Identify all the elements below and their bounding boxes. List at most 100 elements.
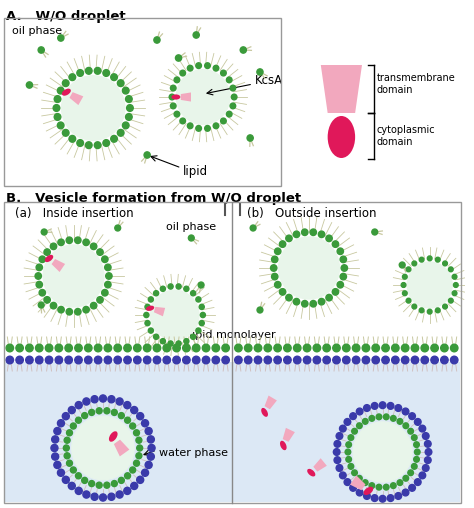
Circle shape (75, 417, 82, 423)
Circle shape (395, 405, 401, 411)
Circle shape (371, 495, 378, 501)
Circle shape (272, 256, 278, 263)
Circle shape (391, 416, 396, 421)
Circle shape (124, 344, 131, 352)
Circle shape (376, 484, 382, 490)
Circle shape (148, 444, 155, 452)
Circle shape (196, 125, 201, 131)
Circle shape (54, 96, 61, 103)
Ellipse shape (62, 88, 71, 96)
Polygon shape (52, 259, 65, 272)
Circle shape (100, 494, 107, 501)
Circle shape (180, 70, 185, 76)
Circle shape (250, 225, 256, 231)
Circle shape (154, 334, 159, 339)
Circle shape (27, 82, 33, 88)
Ellipse shape (172, 94, 180, 100)
Circle shape (176, 284, 181, 289)
Circle shape (220, 118, 226, 124)
Circle shape (202, 344, 210, 352)
Circle shape (145, 428, 152, 435)
Circle shape (173, 356, 180, 364)
Circle shape (421, 356, 428, 364)
Circle shape (153, 344, 161, 352)
Circle shape (57, 420, 64, 427)
Circle shape (222, 356, 229, 364)
Circle shape (69, 74, 76, 81)
Circle shape (448, 298, 453, 303)
Circle shape (428, 256, 432, 261)
Circle shape (401, 344, 409, 352)
Circle shape (104, 344, 112, 352)
Circle shape (431, 356, 438, 364)
Circle shape (69, 136, 76, 142)
Circle shape (174, 77, 180, 83)
Circle shape (54, 428, 61, 435)
Circle shape (421, 344, 428, 352)
Circle shape (89, 481, 95, 487)
Circle shape (182, 344, 190, 352)
Circle shape (199, 321, 204, 326)
Circle shape (96, 482, 102, 488)
Circle shape (352, 356, 360, 364)
Circle shape (337, 248, 344, 255)
Bar (4, 18, 281, 186)
Circle shape (127, 105, 133, 111)
Circle shape (104, 482, 110, 488)
Circle shape (66, 237, 73, 243)
Circle shape (54, 114, 61, 120)
Circle shape (134, 430, 139, 436)
Circle shape (227, 111, 232, 117)
Circle shape (75, 487, 82, 494)
Circle shape (406, 267, 411, 272)
Circle shape (130, 467, 136, 473)
Polygon shape (350, 475, 365, 490)
Circle shape (51, 444, 58, 452)
Circle shape (91, 396, 98, 403)
Circle shape (54, 461, 61, 468)
Circle shape (379, 495, 386, 502)
Circle shape (6, 344, 14, 352)
Circle shape (310, 301, 317, 307)
Circle shape (38, 47, 44, 53)
Polygon shape (321, 65, 362, 113)
Circle shape (116, 398, 123, 405)
Circle shape (343, 356, 350, 364)
Ellipse shape (307, 469, 315, 477)
Circle shape (126, 114, 132, 120)
Circle shape (443, 261, 447, 266)
Circle shape (125, 417, 130, 423)
Circle shape (145, 321, 150, 326)
Circle shape (131, 406, 138, 414)
Circle shape (184, 286, 189, 292)
Circle shape (402, 274, 407, 279)
Circle shape (340, 273, 346, 280)
Circle shape (452, 291, 457, 296)
Circle shape (26, 356, 33, 364)
Circle shape (150, 290, 199, 340)
Circle shape (116, 491, 123, 498)
Circle shape (235, 356, 242, 364)
Circle shape (58, 35, 64, 41)
Circle shape (362, 356, 370, 364)
Circle shape (94, 142, 101, 148)
Circle shape (192, 356, 200, 364)
Circle shape (82, 412, 88, 419)
Circle shape (106, 273, 112, 279)
Ellipse shape (261, 408, 268, 417)
Circle shape (323, 344, 330, 352)
Polygon shape (313, 458, 327, 471)
Polygon shape (70, 92, 83, 105)
Circle shape (64, 445, 69, 451)
Circle shape (145, 304, 150, 309)
Circle shape (326, 294, 332, 301)
Circle shape (402, 291, 407, 296)
Circle shape (65, 344, 73, 352)
Circle shape (247, 135, 253, 141)
Circle shape (301, 229, 308, 236)
Circle shape (57, 122, 64, 129)
Circle shape (104, 356, 112, 364)
Circle shape (191, 291, 196, 296)
Circle shape (353, 422, 412, 482)
Circle shape (46, 344, 53, 352)
